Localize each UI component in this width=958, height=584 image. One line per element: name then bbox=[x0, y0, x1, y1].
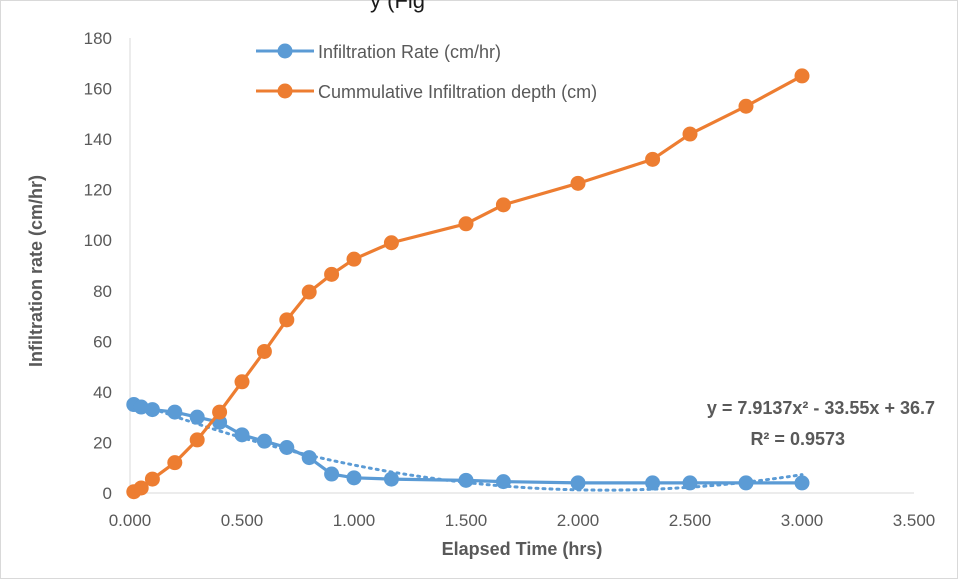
data-point-infiltration-rate bbox=[279, 440, 295, 455]
data-point-cumulative-depth bbox=[167, 455, 183, 471]
axes bbox=[129, 38, 914, 494]
data-point-cumulative-depth bbox=[570, 175, 586, 191]
legend-marker-infiltration-rate bbox=[277, 43, 293, 59]
data-point-cumulative-depth bbox=[189, 432, 205, 448]
data-point-infiltration-rate bbox=[738, 475, 754, 491]
data-point-cumulative-depth bbox=[256, 343, 272, 359]
data-point-cumulative-depth bbox=[234, 374, 250, 390]
data-point-infiltration-rate bbox=[256, 433, 272, 449]
data-point-cumulative-depth bbox=[144, 471, 160, 487]
y-tick-label: 80 bbox=[93, 282, 112, 301]
top-cropped-text: y (Fig bbox=[370, 0, 425, 13]
legend-marker-cumulative-depth bbox=[277, 83, 293, 99]
x-tick-label: 1.000 bbox=[333, 511, 376, 530]
data-point-infiltration-rate bbox=[794, 475, 810, 491]
x-tick-label: 0.500 bbox=[221, 511, 264, 530]
data-point-cumulative-depth bbox=[279, 312, 295, 328]
data-point-infiltration-rate bbox=[346, 470, 362, 486]
data-point-cumulative-depth bbox=[383, 235, 399, 251]
y-tick-label: 0 bbox=[103, 484, 112, 503]
y-axis-label: Infiltration rate (cm/hr) bbox=[26, 175, 46, 367]
data-point-infiltration-rate bbox=[324, 466, 340, 482]
y-tick-label: 40 bbox=[93, 383, 112, 402]
x-tick-label: 3.500 bbox=[893, 511, 936, 530]
x-tick-label: 2.500 bbox=[669, 511, 712, 530]
legend-label-cumulative-depth: Cummulative Infiltration depth (cm) bbox=[318, 82, 597, 102]
y-tick-labels: 0 20 40 60 80 100 120 140 160 180 bbox=[84, 29, 112, 503]
data-point-cumulative-depth bbox=[458, 216, 474, 232]
data-point-cumulative-depth bbox=[346, 251, 362, 267]
data-point-infiltration-rate bbox=[570, 475, 586, 491]
series-group bbox=[126, 68, 810, 500]
trendline-annotation: y = 7.9137x² - 33.55x + 36.7 R² = 0.9573 bbox=[707, 398, 935, 449]
x-tick-label: 2.000 bbox=[557, 511, 600, 530]
y-tick-label: 140 bbox=[84, 130, 112, 149]
y-tick-label: 120 bbox=[84, 181, 112, 200]
trendline-r-squared: R² = 0.9573 bbox=[750, 429, 845, 449]
data-point-cumulative-depth bbox=[738, 98, 754, 114]
data-point-cumulative-depth bbox=[301, 284, 317, 300]
data-point-cumulative-depth bbox=[495, 197, 511, 213]
legend-item-infiltration-rate: Infiltration Rate (cm/hr) bbox=[256, 42, 501, 62]
x-tick-label: 3.000 bbox=[781, 511, 824, 530]
trendline-equation: y = 7.9137x² - 33.55x + 36.7 bbox=[707, 398, 935, 418]
y-tick-label: 20 bbox=[93, 433, 112, 452]
data-point-infiltration-rate bbox=[645, 475, 661, 491]
x-axis-label: Elapsed Time (hrs) bbox=[442, 539, 603, 559]
legend: Infiltration Rate (cm/hr) Cummulative In… bbox=[256, 42, 597, 102]
y-tick-label: 160 bbox=[84, 80, 112, 99]
data-point-cumulative-depth bbox=[324, 266, 340, 282]
legend-item-cumulative-depth: Cummulative Infiltration depth (cm) bbox=[256, 82, 597, 102]
y-tick-label: 100 bbox=[84, 231, 112, 250]
data-point-infiltration-rate bbox=[495, 474, 511, 490]
data-point-cumulative-depth bbox=[794, 68, 810, 84]
data-point-infiltration-rate bbox=[144, 402, 160, 418]
y-tick-label: 60 bbox=[93, 332, 112, 351]
data-point-infiltration-rate bbox=[682, 475, 698, 491]
x-tick-label: 0.000 bbox=[109, 511, 152, 530]
data-point-infiltration-rate bbox=[301, 450, 317, 466]
x-tick-label: 1.500 bbox=[445, 511, 488, 530]
data-point-infiltration-rate bbox=[133, 399, 149, 415]
data-point-infiltration-rate bbox=[383, 471, 399, 487]
data-point-infiltration-rate bbox=[458, 472, 474, 488]
data-point-cumulative-depth bbox=[212, 404, 228, 420]
data-point-infiltration-rate bbox=[189, 409, 205, 425]
data-point-infiltration-rate bbox=[167, 404, 183, 420]
data-point-infiltration-rate bbox=[234, 427, 250, 443]
x-tick-labels: 0.000 0.500 1.000 1.500 2.000 2.500 3.000 3.500 bbox=[109, 511, 936, 530]
data-point-cumulative-depth bbox=[133, 480, 149, 496]
data-point-cumulative-depth bbox=[645, 151, 661, 167]
data-point-cumulative-depth bbox=[682, 126, 698, 142]
legend-label-infiltration-rate: Infiltration Rate (cm/hr) bbox=[318, 42, 501, 62]
y-tick-label: 180 bbox=[84, 29, 112, 48]
